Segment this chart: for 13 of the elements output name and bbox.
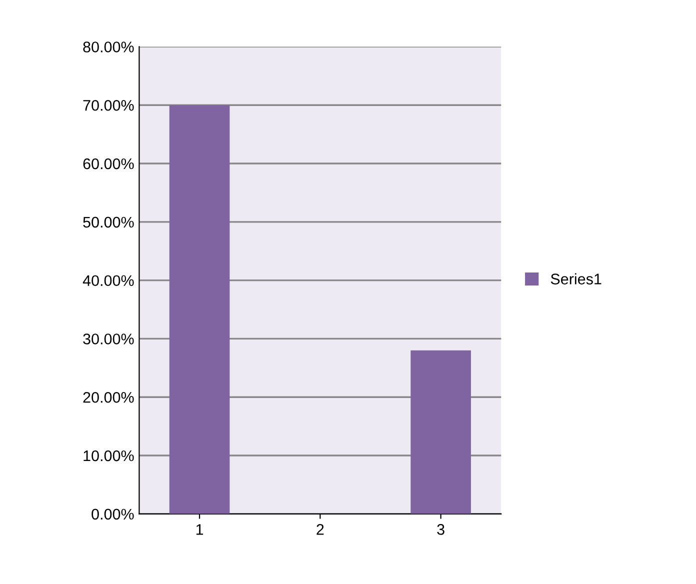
y-tick-label: 20.00% (83, 392, 134, 403)
x-tick-label: 2 (316, 524, 324, 535)
y-tick-label: 80.00% (83, 42, 134, 52)
x-tick-label: 3 (437, 524, 444, 535)
legend-label: Series1 (550, 273, 602, 284)
x-tick-label: 1 (196, 524, 204, 535)
y-tick-label: 0.00% (92, 508, 134, 520)
y-tick-label: 70.00% (83, 100, 134, 111)
y-tick-label: 10.00% (84, 450, 134, 462)
y-tick-label: 40.00% (82, 275, 134, 286)
y-tick-label: 30.00% (83, 334, 134, 344)
y-tick-label: 60.00% (83, 158, 134, 170)
y-tick-label: 50.00% (83, 216, 134, 228)
